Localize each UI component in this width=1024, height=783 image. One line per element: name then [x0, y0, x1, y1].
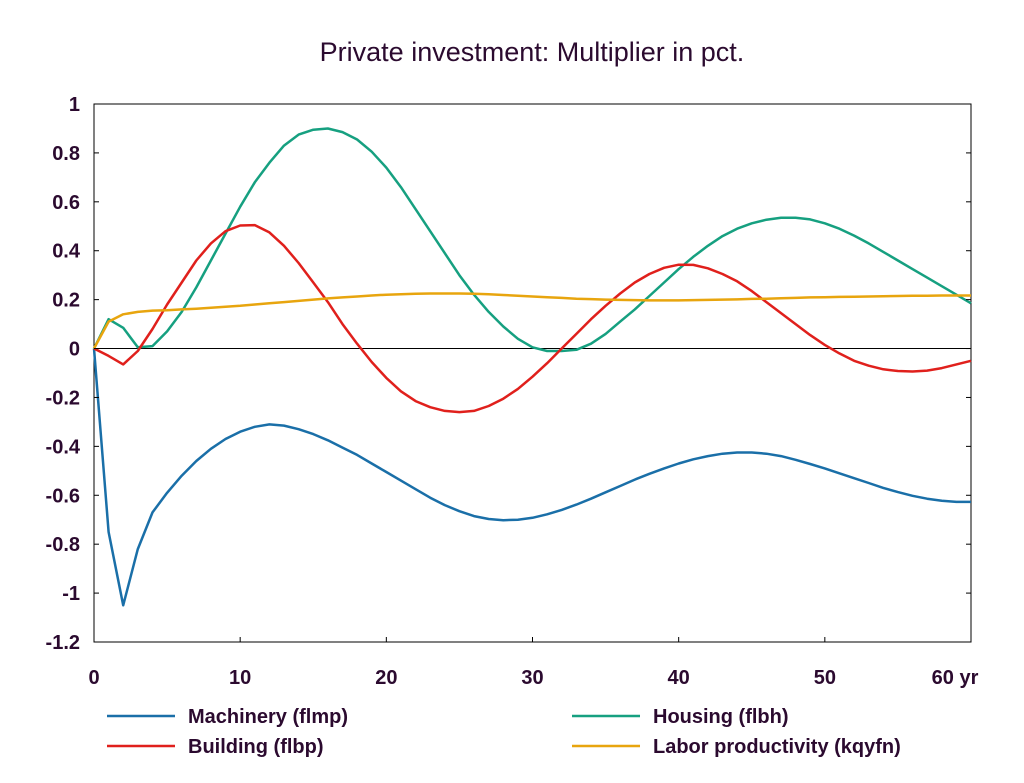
y-tick-label: 1: [69, 94, 80, 116]
series-line-labor-productivity-kqyfn: [92, 292, 971, 350]
x-tick-label: 40: [668, 667, 690, 689]
legend-label-machinery-flmp: Machinery (flmp): [188, 706, 348, 728]
plot-border: [93, 103, 972, 643]
y-tick-label: 0.8: [52, 143, 80, 165]
y-tick-label: 0.6: [52, 192, 80, 214]
series-line-machinery-flmp: [92, 348, 971, 607]
x-tick-label: 60 yr: [932, 667, 979, 689]
y-tick-label: -1: [62, 583, 80, 605]
x-tick-label: 30: [521, 667, 543, 689]
y-tick-label: 0: [69, 339, 80, 361]
chart-title: Private investment: Multiplier in pct.: [320, 37, 745, 67]
plot-area: [93, 103, 972, 643]
legend-label-housing-flbh: Housing (flbh): [653, 706, 789, 728]
y-tick-label: -1.2: [46, 632, 80, 654]
legend-label-labor-productivity-kqyfn: Labor productivity (kqyfn): [653, 736, 901, 758]
x-tick-label: 20: [375, 667, 397, 689]
y-tick-label: -0.8: [46, 534, 80, 556]
axis-layer: 1 0.8 0.6 0.4 0.2 0 -0.2 -0.4 -0.6 -0.8 -1 -1.2 0 10 2…: [46, 94, 979, 689]
y-tick-label: 0.2: [52, 290, 80, 312]
y-tick-label: -0.4: [46, 436, 81, 458]
x-tick-label: 50: [814, 667, 836, 689]
y-tick-label: -0.2: [46, 387, 80, 409]
y-tick-label: 0.4: [52, 241, 81, 263]
x-tick-label: 10: [229, 667, 251, 689]
legend-label-building-flbp: Building (flbp): [188, 736, 324, 758]
x-tick-label: 0: [88, 667, 99, 689]
series-layer: [92, 127, 972, 607]
legend: Machinery (flmp) Housing (flbh) Building (…: [107, 706, 901, 758]
series-line-building-flbp: [93, 223, 972, 414]
series-line-housing-flbh: [92, 127, 972, 353]
y-tick-label: -0.6: [46, 485, 80, 507]
